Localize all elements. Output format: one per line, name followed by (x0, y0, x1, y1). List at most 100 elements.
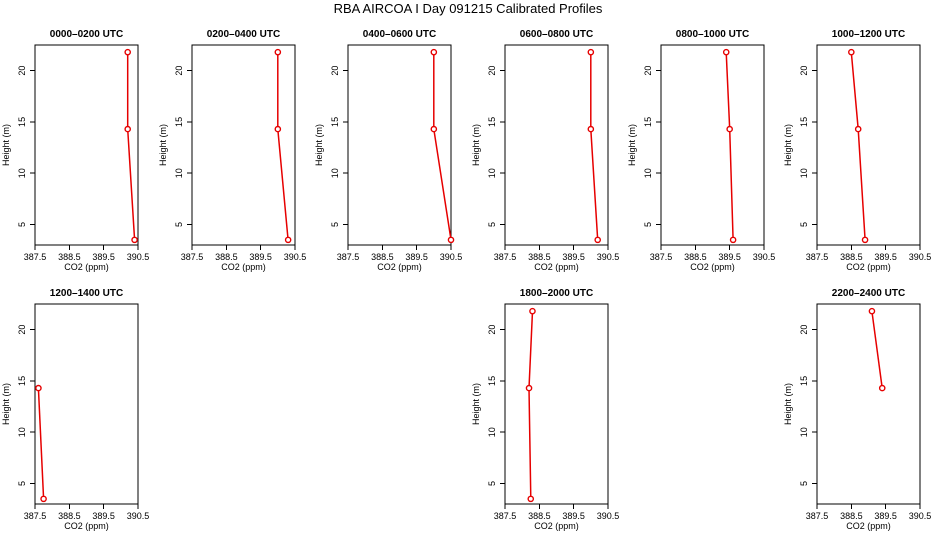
y-tick-label: 10 (17, 427, 27, 437)
series-line (277, 52, 289, 240)
y-tick-label: 10 (330, 168, 340, 178)
data-point (284, 236, 292, 244)
data-point (430, 48, 438, 56)
data-point (525, 384, 533, 392)
y-axis-label: Height (m) (471, 124, 481, 166)
plot-frame (816, 303, 921, 505)
y-tick-label: 20 (487, 66, 497, 76)
y-tick-label: 10 (487, 427, 497, 437)
y-tick-label: 20 (487, 325, 497, 335)
x-axis-label: CO2 (ppm) (534, 521, 579, 531)
y-tick-label: 15 (17, 376, 27, 386)
panel-title: 1800–2000 UTC (520, 288, 593, 299)
y-tick-label: 15 (643, 117, 653, 127)
x-tick-label: 390.5 (127, 511, 150, 521)
y-tick-label: 5 (330, 222, 340, 227)
y-tick-label: 20 (799, 325, 809, 335)
data-point (274, 48, 282, 56)
y-tick-label: 5 (17, 481, 27, 486)
y-tick-label: 10 (643, 168, 653, 178)
x-axis-label: CO2 (ppm) (64, 262, 109, 272)
x-axis-label: CO2 (ppm) (690, 262, 735, 272)
x-tick-label: 387.5 (494, 511, 517, 521)
x-tick-label: 387.5 (181, 252, 204, 262)
data-point (124, 125, 131, 133)
x-tick-label: 388.5 (684, 252, 707, 262)
x-tick-label: 388.5 (58, 252, 81, 262)
x-tick-label: 388.5 (58, 511, 81, 521)
y-axis-label: Height (m) (783, 383, 793, 425)
y-tick-label: 20 (330, 66, 340, 76)
series-line (871, 311, 883, 389)
series-line (850, 52, 866, 240)
y-tick-label: 5 (487, 222, 497, 227)
x-tick-label: 389.5 (249, 252, 272, 262)
data-point (722, 48, 730, 56)
chart-panel: 2200–2400 UTC 387.5 388.5 389.5 390.5 5 10 15 20… (783, 288, 931, 531)
x-tick-label: 387.5 (806, 511, 829, 521)
series-line (126, 52, 136, 240)
y-tick-label: 5 (799, 222, 809, 227)
y-tick-label: 10 (799, 168, 809, 178)
data-point (131, 236, 138, 244)
x-tick-label: 387.5 (24, 252, 47, 262)
y-tick-label: 5 (643, 222, 653, 227)
data-point (529, 307, 536, 315)
data-point (587, 48, 595, 56)
y-axis-label: Height (m) (783, 124, 793, 166)
x-tick-label: 389.5 (874, 252, 897, 262)
panel-title: 1200–1400 UTC (50, 288, 123, 299)
y-tick-label: 15 (17, 117, 27, 127)
figure-title: RBA AIRCOA I Day 091215 Calibrated Profi… (334, 1, 603, 16)
x-tick-label: 390.5 (597, 252, 620, 262)
series-line (590, 52, 599, 240)
y-tick-label: 5 (799, 481, 809, 486)
y-tick-label: 15 (799, 376, 809, 386)
y-tick-label: 20 (17, 66, 27, 76)
y-tick-label: 20 (643, 66, 653, 76)
plot-frame (816, 44, 921, 246)
plot-frame (191, 44, 296, 246)
data-point (848, 48, 855, 56)
x-tick-label: 388.5 (215, 252, 238, 262)
x-tick-label: 389.5 (92, 252, 115, 262)
panel-title: 0800–1000 UTC (676, 29, 749, 40)
x-tick-label: 388.5 (528, 511, 551, 521)
data-point (726, 125, 733, 133)
series-line (725, 52, 734, 240)
x-tick-label: 390.5 (909, 252, 932, 262)
x-tick-label: 390.5 (440, 252, 463, 262)
y-tick-label: 20 (174, 66, 184, 76)
x-axis-label: CO2 (ppm) (64, 521, 109, 531)
x-tick-label: 388.5 (840, 511, 863, 521)
y-tick-label: 5 (174, 222, 184, 227)
x-tick-label: 387.5 (24, 511, 47, 521)
panel-title: 0000–0200 UTC (50, 29, 123, 40)
series-line (528, 311, 534, 499)
chart-panel: 1200–1400 UTC 387.5 388.5 389.5 390.5 5 10 15 20… (1, 288, 149, 531)
y-tick-label: 20 (17, 325, 27, 335)
x-tick-label: 390.5 (909, 511, 932, 521)
y-axis-label: Height (m) (1, 383, 11, 425)
plot-frame (660, 44, 765, 246)
x-tick-label: 390.5 (284, 252, 307, 262)
y-axis-label: Height (m) (471, 383, 481, 425)
data-point (447, 236, 455, 244)
x-tick-label: 387.5 (337, 252, 360, 262)
chart-panel: 0400–0600 UTC 387.5 388.5 389.5 390.5 5 10 15 20… (314, 29, 462, 272)
y-tick-label: 15 (487, 376, 497, 386)
x-tick-label: 389.5 (874, 511, 897, 521)
x-tick-label: 389.5 (562, 252, 585, 262)
plot-frame (34, 303, 139, 505)
y-tick-label: 10 (17, 168, 27, 178)
panels-container: 0000–0200 UTC 387.5 388.5 389.5 390.5 5 10 15 20… (1, 29, 931, 531)
chart-panel: 0800–1000 UTC 387.5 388.5 389.5 390.5 5 10 15 20… (627, 29, 775, 272)
data-point (527, 495, 535, 503)
y-tick-label: 5 (17, 222, 27, 227)
x-tick-label: 389.5 (92, 511, 115, 521)
x-tick-label: 388.5 (528, 252, 551, 262)
plot-frame (504, 44, 609, 246)
x-tick-label: 389.5 (405, 252, 428, 262)
x-tick-label: 390.5 (597, 511, 620, 521)
